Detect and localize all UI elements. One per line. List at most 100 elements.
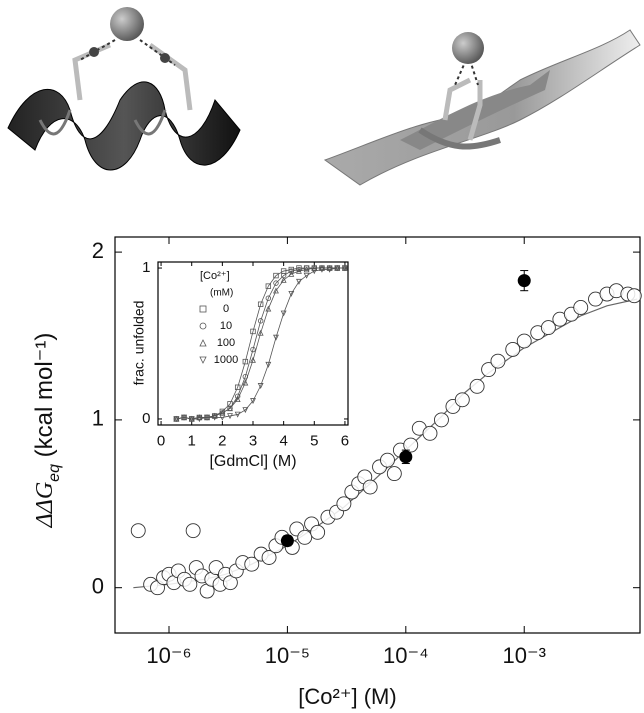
- x-tick-label: 0: [157, 432, 165, 449]
- fit-line: [176, 267, 345, 420]
- charts: 10⁻⁶ 10⁻⁵ 10⁻⁴ 10⁻³ 0 1 2 ΔΔGeq (kcal mol⁻¹) [Co…: [31, 236, 642, 709]
- x-tick-label: 10⁻⁶: [146, 643, 191, 668]
- marker: [288, 290, 295, 297]
- y-axis-label-part: (kcal mol⁻¹): [31, 333, 58, 464]
- marker: [303, 265, 310, 271]
- legend-label: 1000: [214, 354, 238, 366]
- x-tick-label: 10⁻⁵: [265, 643, 310, 668]
- marker: [227, 405, 233, 412]
- marker: [242, 407, 249, 414]
- marker: [280, 276, 287, 283]
- marker: [265, 361, 272, 368]
- marker: [303, 266, 310, 273]
- marker: [250, 398, 256, 405]
- y-tick-label: 1: [92, 406, 104, 431]
- legend-label: 100: [217, 337, 235, 349]
- marker: [257, 383, 264, 389]
- marker: [234, 411, 241, 418]
- sheet-illustration: [323, 29, 641, 186]
- y-axis-label: frac. unfolded: [131, 301, 147, 386]
- marker: [265, 295, 272, 301]
- data-point: [362, 479, 378, 495]
- marker: [296, 267, 302, 274]
- marker: [311, 264, 318, 271]
- marker: [319, 264, 325, 271]
- legend-marker: [199, 305, 207, 313]
- marker: [303, 272, 310, 279]
- marker: [257, 301, 264, 307]
- marker: [242, 358, 249, 365]
- marker: [273, 287, 279, 294]
- marker: [234, 396, 241, 403]
- data-point: [130, 523, 146, 539]
- y-tick-label: 0: [142, 410, 150, 427]
- data-point: [386, 466, 402, 482]
- marker: [288, 270, 295, 277]
- main-chart: 10⁻⁶ 10⁻⁵ 10⁻⁴ 10⁻³ 0 1 2 ΔΔGeq (kcal mol⁻¹) [Co…: [31, 236, 642, 709]
- marker: [181, 414, 187, 421]
- x-tick-label: 4: [279, 432, 287, 449]
- marker: [196, 416, 203, 423]
- marker: [234, 384, 241, 390]
- marker: [173, 416, 180, 423]
- filled-point: [280, 534, 294, 548]
- marker: [280, 310, 287, 317]
- marker: [204, 414, 210, 421]
- marker: [326, 266, 333, 273]
- y-tick-label: 1: [142, 259, 150, 276]
- x-tick-label: 1: [188, 432, 196, 449]
- marker: [296, 266, 302, 273]
- marker: [296, 265, 302, 271]
- helix-illustration: [7, 7, 241, 171]
- marker: [211, 414, 218, 421]
- data-point: [454, 392, 470, 408]
- marker: [288, 268, 295, 274]
- data-point: [185, 523, 201, 539]
- x-tick-label: 3: [249, 432, 257, 449]
- marker: [273, 280, 279, 286]
- data-point: [481, 362, 497, 378]
- x-tick-label: 2: [218, 432, 226, 449]
- data-point: [540, 320, 556, 336]
- y-tick-label: 2: [92, 238, 104, 263]
- y-tick-label: 0: [92, 574, 104, 599]
- legend-marker: [199, 322, 207, 330]
- marker: [219, 414, 226, 421]
- data-point: [490, 353, 506, 369]
- marker: [296, 278, 302, 285]
- data-point: [573, 300, 589, 315]
- x-tick-label: 6: [341, 432, 349, 449]
- data-point: [297, 529, 313, 545]
- marker: [265, 283, 272, 289]
- marker: [257, 329, 264, 336]
- marker: [334, 265, 341, 272]
- marker: [311, 268, 318, 275]
- x-axis-label: [Co²⁺] (M): [298, 684, 396, 709]
- data-point: [422, 425, 438, 441]
- x-tick-label: 5: [310, 432, 318, 449]
- marker: [319, 266, 325, 273]
- data-point: [222, 575, 238, 591]
- marker: [341, 265, 348, 272]
- data-point: [469, 378, 485, 394]
- marker: [188, 416, 195, 423]
- marker: [250, 346, 256, 353]
- data-point: [244, 556, 260, 572]
- fit-line: [176, 267, 345, 420]
- marker: [273, 334, 279, 341]
- legend-title: (mM): [210, 288, 233, 299]
- legend-marker: [199, 356, 207, 364]
- legend-label: 0: [223, 303, 229, 315]
- marker: [211, 412, 218, 419]
- marker: [250, 356, 256, 363]
- x-tick-label: 10⁻³: [503, 643, 546, 668]
- marker: [227, 413, 233, 420]
- legend-marker: [199, 339, 207, 347]
- data-point: [626, 288, 642, 304]
- data-point: [505, 341, 521, 357]
- marker: [273, 272, 279, 279]
- marker: [196, 414, 203, 421]
- marker: [242, 379, 249, 386]
- data-point: [310, 524, 326, 540]
